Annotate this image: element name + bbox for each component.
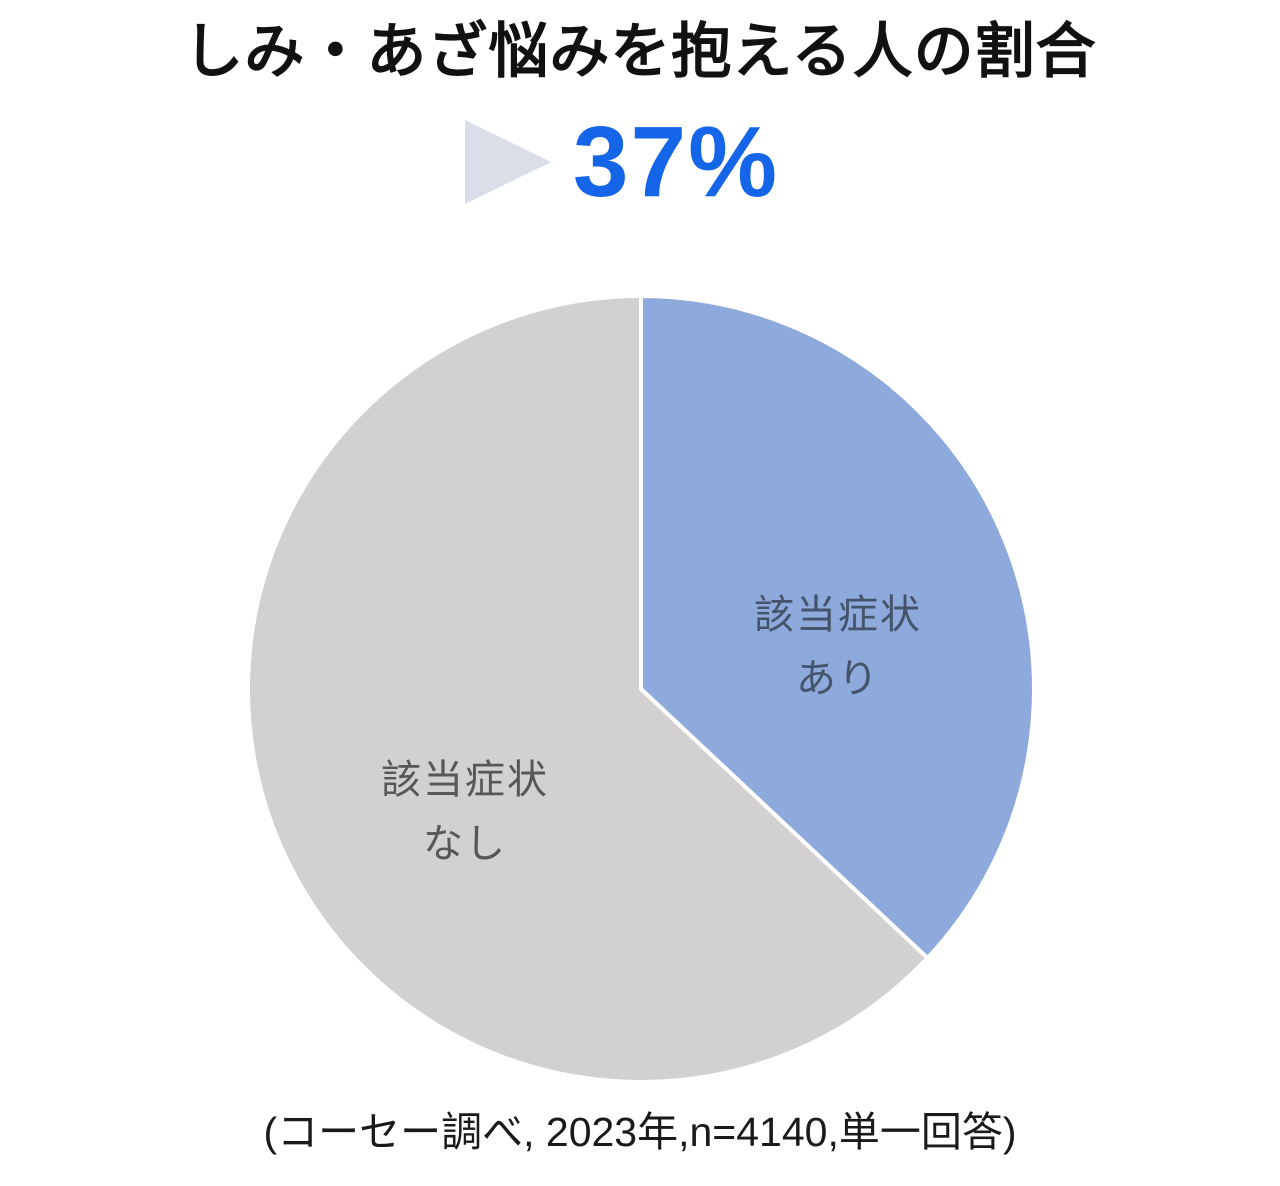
right-arrow-icon — [464, 120, 551, 204]
pie-chart-container: 該当症状あり該当症状なし — [241, 289, 1041, 1089]
highlight-stat: 37% — [0, 112, 1262, 212]
pie-slice-label-1: 該当症状なし — [381, 758, 549, 866]
source-note: (コーセー調べ, 2023年,n=4140,単一回答) — [263, 1109, 1017, 1155]
highlight-value: 37% — [572, 106, 780, 218]
pie-slice-1 — [246, 294, 930, 1084]
right-arrow-triangle — [464, 120, 551, 204]
pie-slice-0 — [639, 294, 1036, 960]
page-title: しみ・あざ悩みを抱える人の割合 — [183, 18, 1097, 85]
pie-slice-label-0: 該当症状あり — [754, 593, 922, 701]
